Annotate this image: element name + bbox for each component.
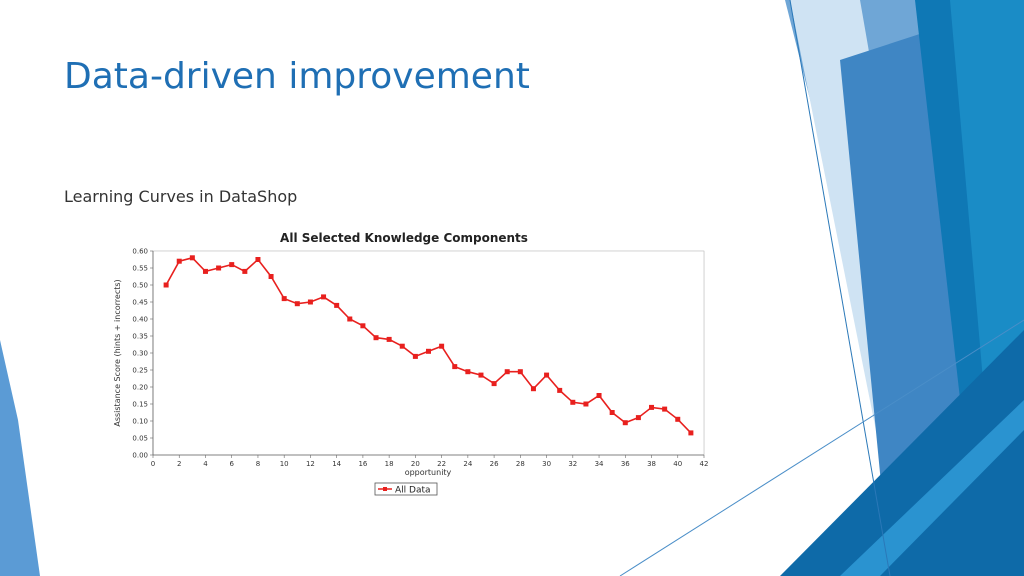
- x-tick-label: 14: [332, 460, 341, 468]
- legend-label: All Data: [395, 486, 431, 496]
- data-point: [255, 257, 261, 262]
- x-tick-label: 40: [673, 460, 682, 468]
- data-point: [583, 401, 589, 407]
- data-point: [662, 406, 668, 412]
- data-point: [649, 404, 655, 410]
- data-point: [491, 381, 497, 387]
- data-point: [386, 336, 392, 342]
- x-tick-label: 16: [358, 460, 367, 468]
- data-point: [439, 343, 445, 349]
- chart-series: [163, 255, 694, 436]
- slide-title: Data-driven improvement: [64, 56, 530, 97]
- data-point: [399, 343, 405, 349]
- x-tick-label: 10: [280, 460, 289, 468]
- data-point: [202, 268, 208, 274]
- data-point: [478, 372, 484, 378]
- y-tick-label: 0.45: [132, 299, 148, 307]
- x-tick-label: 0: [151, 460, 155, 468]
- y-tick-label: 0.50: [132, 282, 148, 290]
- data-point: [307, 299, 313, 305]
- data-point: [412, 353, 418, 359]
- chart-title: All Selected Knowledge Components: [280, 231, 528, 245]
- data-point: [176, 258, 182, 264]
- data-point: [268, 274, 274, 279]
- y-tick-label: 0.35: [132, 333, 148, 341]
- data-point: [373, 335, 379, 341]
- x-tick-label: 6: [229, 460, 234, 468]
- data-point: [544, 372, 550, 378]
- data-point: [281, 296, 287, 302]
- data-point: [426, 348, 431, 354]
- legend-box: [374, 482, 438, 496]
- deco-line-2: [619, 319, 1024, 576]
- x-tick-label: 36: [621, 460, 630, 468]
- chart-svg: All Selected Knowledge Components 0.000.…: [113, 231, 708, 496]
- chart-legend: All Data: [374, 482, 438, 496]
- data-point: [163, 282, 169, 288]
- data-point: [229, 262, 235, 268]
- x-tick-label: 32: [568, 460, 577, 468]
- data-point: [294, 301, 300, 307]
- learning-curve-chart: All Selected Knowledge Components 0.00 0.…: [88, 228, 744, 496]
- x-tick-label: 12: [306, 460, 315, 468]
- data-point: [570, 399, 576, 405]
- chart-ticks: 0.00 0.05 0.10 0.15 0.20 0.25 0.30 0.35 0.40 0.45…: [132, 248, 708, 469]
- y-tick-label: 0.30: [132, 350, 148, 358]
- data-point: [635, 415, 641, 421]
- deco-line-1: [789, 0, 891, 576]
- data-point: [334, 302, 340, 308]
- data-point: [688, 430, 694, 436]
- x-tick-label: 18: [385, 460, 394, 468]
- x-tick-label: 2: [177, 460, 181, 468]
- x-tick-label: 42: [700, 460, 709, 468]
- x-tick-label: 4: [203, 460, 208, 468]
- data-point: [517, 369, 523, 375]
- x-tick-label: 38: [647, 460, 656, 468]
- deco-panel-bottom-light: [840, 400, 1024, 576]
- y-axis-label: Assistance Score (hints + incorrects): [113, 279, 122, 426]
- data-point: [189, 255, 195, 261]
- data-point: [675, 416, 681, 422]
- x-tick-label: 30: [542, 460, 551, 468]
- data-point: [360, 323, 366, 329]
- data-point: [321, 294, 327, 300]
- x-tick-label: 22: [437, 460, 446, 468]
- y-tick-label: 0.20: [132, 384, 148, 392]
- deco-panel-bottom: [780, 330, 1024, 576]
- y-tick-label: 0.60: [132, 248, 148, 256]
- deco-left-sliver: [0, 340, 40, 576]
- y-tick-label: 0.55: [132, 265, 148, 273]
- data-point: [504, 369, 510, 375]
- y-tick-label: 0.10: [132, 418, 148, 426]
- data-point: [622, 420, 628, 426]
- slide-subtitle: Learning Curves in DataShop: [64, 187, 298, 206]
- data-point: [609, 410, 615, 415]
- x-tick-label: 26: [490, 460, 499, 468]
- data-point: [530, 386, 536, 392]
- y-tick-label: 0.40: [132, 316, 148, 324]
- data-point: [242, 268, 248, 274]
- x-tick-label: 28: [516, 460, 525, 468]
- data-point: [347, 316, 353, 322]
- data-point: [216, 265, 222, 271]
- x-tick-label: 20: [411, 460, 420, 468]
- legend-marker: [383, 487, 387, 491]
- y-tick-label: 0.05: [132, 435, 148, 443]
- x-tick-label: 24: [463, 460, 472, 468]
- data-point: [557, 387, 563, 393]
- data-point: [465, 369, 471, 375]
- y-tick-label: 0.00: [132, 452, 148, 460]
- data-point: [596, 393, 602, 398]
- x-tick-label: 34: [595, 460, 604, 468]
- y-tick-label: 0.25: [132, 367, 148, 375]
- y-tick-label: 0.15: [132, 401, 148, 409]
- x-tick-label: 8: [256, 460, 260, 468]
- data-point: [452, 364, 458, 370]
- x-axis-label: opportunity: [405, 468, 452, 477]
